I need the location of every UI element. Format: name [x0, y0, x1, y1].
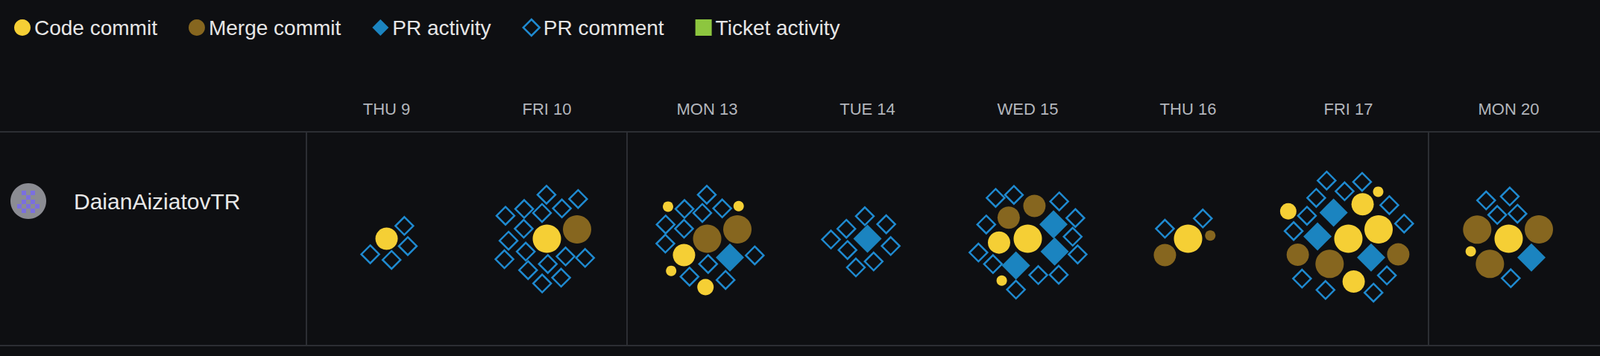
- svg-text:THU 16: THU 16: [1160, 99, 1217, 119]
- svg-text:FRI 10: FRI 10: [521, 99, 572, 119]
- svg-text:THU 9: THU 9: [363, 99, 411, 119]
- svg-text:DaianAiziatovTR: DaianAiziatovTR: [73, 189, 241, 214]
- svg-text:MON 20: MON 20: [1478, 99, 1540, 119]
- svg-text:MON 13: MON 13: [676, 99, 739, 119]
- svg-text:Ticket activity: Ticket activity: [715, 16, 841, 40]
- svg-text:Merge commit: Merge commit: [208, 16, 342, 40]
- svg-text:Code commit: Code commit: [34, 16, 158, 40]
- svg-text:TUE 14: TUE 14: [839, 99, 896, 119]
- svg-text:FRI 17: FRI 17: [1323, 99, 1373, 119]
- svg-text:WED 15: WED 15: [997, 99, 1059, 119]
- svg-text:PR comment: PR comment: [543, 16, 665, 40]
- svg-text:PR activity: PR activity: [392, 16, 491, 40]
